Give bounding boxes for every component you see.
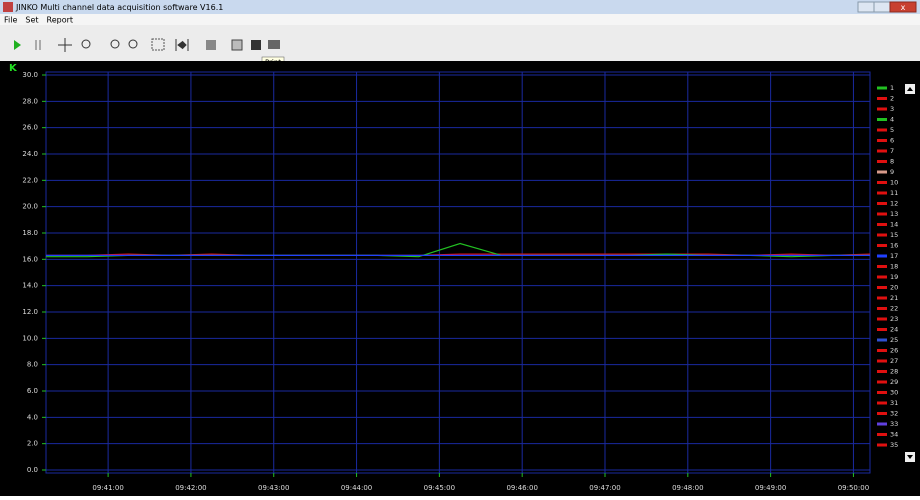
- settings-button[interactable]: [206, 40, 216, 50]
- pan-button[interactable]: [58, 38, 72, 52]
- legend-label: 11: [890, 189, 898, 197]
- menu-item[interactable]: Set: [25, 16, 38, 25]
- legend-label: 27: [890, 357, 898, 365]
- y-tick-label: 22.0: [22, 176, 38, 184]
- legend-label: 14: [890, 221, 898, 229]
- legend-label: 8: [890, 158, 894, 166]
- minimize-button[interactable]: [857, 1, 875, 13]
- close-button[interactable]: [889, 1, 917, 13]
- y-tick-label: 28.0: [22, 97, 38, 105]
- legend-label: 10: [890, 179, 898, 187]
- y-tick-label: 14.0: [22, 282, 38, 290]
- print-button[interactable]: [268, 40, 280, 49]
- y-tick-label: 6.0: [27, 387, 38, 395]
- plot: 0.0 2.0 4.0 6.0 8.0 10.0 12.0 14.0 16.0 18.0 20.0 2…: [22, 71, 898, 492]
- x-tick-label: 09:41:00: [92, 484, 123, 492]
- legend-label: 5: [890, 126, 894, 134]
- toolbar-buttons: [14, 38, 280, 52]
- legend-label: 19: [890, 273, 898, 281]
- legend-label: 1: [890, 84, 894, 92]
- y-tick-label: 4.0: [27, 413, 38, 421]
- x-tick-label: 09:42:00: [175, 484, 206, 492]
- window-title: JINKO Multi channel data acquisition sof…: [15, 3, 223, 12]
- legend-label: 24: [890, 326, 898, 334]
- title-bar: [0, 0, 920, 14]
- legend-label: 33: [890, 420, 898, 428]
- y-tick-label: 30.0: [22, 71, 38, 79]
- plot-frame: [45, 71, 871, 474]
- y-tick-label: 20.0: [22, 203, 38, 211]
- y-tick-label: 24.0: [22, 150, 38, 158]
- legend-label: 22: [890, 305, 898, 313]
- x-tick-label: 09:47:00: [589, 484, 620, 492]
- y-tick-label: 2.0: [27, 440, 38, 448]
- scroll-down-glyph: [907, 455, 913, 459]
- legend-label: 12: [890, 200, 898, 208]
- y-tick-label: 26.0: [22, 124, 38, 132]
- legend-label: 32: [890, 410, 898, 418]
- menu: File Set Report: [4, 16, 73, 25]
- x-tick-label: 09:46:00: [506, 484, 537, 492]
- toolbar: [0, 25, 920, 61]
- x-tick-label: 09:45:00: [424, 484, 455, 492]
- close-glyph: x: [901, 3, 906, 12]
- legend-label: 3: [890, 105, 894, 113]
- menu-bar: [0, 14, 920, 25]
- pause-button[interactable]: [35, 40, 37, 50]
- y-tick-label: 0.0: [27, 466, 38, 474]
- legend-label: 31: [890, 399, 898, 407]
- legend-label: 29: [890, 378, 898, 386]
- maximize-button[interactable]: [873, 1, 891, 13]
- legend-label: 17: [890, 252, 898, 260]
- chart-area: [0, 61, 920, 496]
- zoom-out-button[interactable]: [110, 39, 120, 49]
- save-button[interactable]: [251, 40, 261, 50]
- x-tick-label: 09:50:00: [838, 484, 869, 492]
- legend-label: 13: [890, 210, 898, 218]
- select-button[interactable]: [151, 38, 165, 51]
- legend-label: 16: [890, 242, 898, 250]
- x-tick-label: 09:43:00: [258, 484, 289, 492]
- zoom-in-button[interactable]: [128, 39, 138, 49]
- legend-label: 26: [890, 347, 898, 355]
- legend-label: 18: [890, 263, 898, 271]
- copy-button[interactable]: [231, 39, 243, 51]
- x-tick-label: 09:49:00: [755, 484, 786, 492]
- legend-label: 4: [890, 116, 894, 124]
- y-tick-label: 18.0: [22, 229, 38, 237]
- legend-label: 6: [890, 137, 894, 145]
- start-button[interactable]: [14, 40, 21, 50]
- legend-label: 28: [890, 368, 898, 376]
- zoom-button[interactable]: [81, 39, 91, 49]
- legend-label: 7: [890, 147, 894, 155]
- legend-label: 34: [890, 431, 898, 439]
- legend-label: 9: [890, 168, 894, 176]
- scroll-up-glyph: [907, 87, 913, 91]
- menu-item[interactable]: Report: [47, 16, 74, 25]
- y-tick-label: 12.0: [22, 308, 38, 316]
- legend-label: 30: [890, 389, 898, 397]
- fit-button[interactable]: [175, 39, 189, 51]
- legend-label: 15: [890, 231, 898, 239]
- y-axis-unit: K: [9, 63, 18, 74]
- legend-label: 35: [890, 441, 898, 449]
- legend-label: 2: [890, 95, 894, 103]
- y-tick-label: 16.0: [22, 255, 38, 263]
- legend-label: 21: [890, 294, 898, 302]
- app-icon: [3, 2, 13, 12]
- menu-item[interactable]: File: [4, 16, 17, 25]
- pause-button-2: [39, 40, 41, 50]
- x-tick-label: 09:44:00: [341, 484, 372, 492]
- legend-label: 20: [890, 284, 898, 292]
- x-tick-label: 09:48:00: [672, 484, 703, 492]
- y-tick-label: 8.0: [27, 361, 38, 369]
- legend-label: 25: [890, 336, 898, 344]
- y-tick-label: 10.0: [22, 334, 38, 342]
- legend-label: 23: [890, 315, 898, 323]
